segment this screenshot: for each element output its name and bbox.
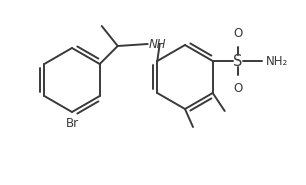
Text: Br: Br — [65, 117, 79, 130]
Text: NH₂: NH₂ — [266, 55, 288, 68]
Text: NH: NH — [149, 38, 166, 51]
Text: O: O — [233, 82, 242, 95]
Text: O: O — [233, 27, 242, 40]
Text: S: S — [233, 53, 242, 68]
